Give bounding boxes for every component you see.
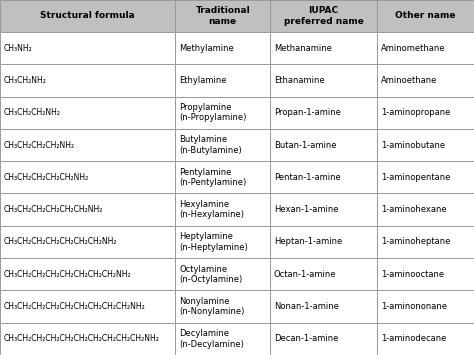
Text: CH₃CH₂CH₂CH₂CH₂CH₂CH₂CH₂NH₂: CH₃CH₂CH₂CH₂CH₂CH₂CH₂CH₂NH₂ (4, 270, 131, 279)
Text: Butan-1-amine: Butan-1-amine (274, 141, 337, 149)
Text: Hexylamine
(n-Hexylamine): Hexylamine (n-Hexylamine) (179, 200, 244, 219)
Text: CH₃CH₂CH₂CH₂CH₂CH₂NH₂: CH₃CH₂CH₂CH₂CH₂CH₂NH₂ (4, 205, 103, 214)
Bar (175, 64, 270, 97)
Text: Heptan-1-amine: Heptan-1-amine (274, 237, 342, 246)
Bar (270, 97, 377, 129)
Text: 1-aminopropane: 1-aminopropane (381, 108, 450, 117)
Bar (377, 0, 474, 32)
Bar (270, 258, 377, 290)
Text: Propan-1-amine: Propan-1-amine (274, 108, 341, 117)
Bar (270, 193, 377, 226)
Bar (377, 193, 474, 226)
Bar (377, 97, 474, 129)
Text: Pentylamine
(n-Pentylamine): Pentylamine (n-Pentylamine) (179, 168, 246, 187)
Text: Butylamine
(n-Butylamine): Butylamine (n-Butylamine) (179, 135, 242, 155)
Bar (175, 0, 270, 32)
Text: Structural formula: Structural formula (40, 11, 135, 21)
Bar (270, 161, 377, 193)
Bar (270, 290, 377, 323)
Text: Pentan-1-amine: Pentan-1-amine (274, 173, 341, 182)
Bar (270, 129, 377, 161)
Bar (377, 323, 474, 355)
Bar (0, 32, 175, 64)
Text: Methanamine: Methanamine (274, 44, 332, 53)
Bar (175, 226, 270, 258)
Bar (175, 290, 270, 323)
Bar (0, 64, 175, 97)
Text: Methylamine: Methylamine (179, 44, 234, 53)
Text: CH₃CH₂CH₂CH₂CH₂CH₂CH₂CH₂CH₂CH₂NH₂: CH₃CH₂CH₂CH₂CH₂CH₂CH₂CH₂CH₂CH₂NH₂ (4, 334, 160, 343)
Text: Traditional
name: Traditional name (195, 6, 250, 26)
Bar (0, 226, 175, 258)
Bar (270, 323, 377, 355)
Text: Hexan-1-amine: Hexan-1-amine (274, 205, 338, 214)
Text: Ethylamine: Ethylamine (179, 76, 227, 85)
Text: Ethanamine: Ethanamine (274, 76, 325, 85)
Text: CH₃CH₂CH₂CH₂CH₂NH₂: CH₃CH₂CH₂CH₂CH₂NH₂ (4, 173, 89, 182)
Bar (377, 290, 474, 323)
Text: Nonylamine
(n-Nonylamine): Nonylamine (n-Nonylamine) (179, 297, 245, 316)
Text: 1-aminohexane: 1-aminohexane (381, 205, 446, 214)
Text: CH₃CH₂CH₂CH₂NH₂: CH₃CH₂CH₂CH₂NH₂ (4, 141, 75, 149)
Text: CH₃CH₂NH₂: CH₃CH₂NH₂ (4, 76, 46, 85)
Text: CH₃CH₂CH₂CH₂CH₂CH₂CH₂NH₂: CH₃CH₂CH₂CH₂CH₂CH₂CH₂NH₂ (4, 237, 117, 246)
Text: IUPAC
preferred name: IUPAC preferred name (283, 6, 364, 26)
Text: Heptylamine
(n-Heptylamine): Heptylamine (n-Heptylamine) (179, 232, 248, 252)
Bar (175, 32, 270, 64)
Bar (175, 323, 270, 355)
Text: Aminoethane: Aminoethane (381, 76, 437, 85)
Text: 1-aminobutane: 1-aminobutane (381, 141, 445, 149)
Bar (0, 323, 175, 355)
Bar (270, 32, 377, 64)
Bar (0, 193, 175, 226)
Bar (377, 129, 474, 161)
Bar (377, 226, 474, 258)
Text: 1-aminoheptane: 1-aminoheptane (381, 237, 450, 246)
Bar (377, 161, 474, 193)
Bar (0, 161, 175, 193)
Text: 1-aminooctane: 1-aminooctane (381, 270, 444, 279)
Text: Propylamine
(n-Propylamine): Propylamine (n-Propylamine) (179, 103, 246, 122)
Bar (0, 129, 175, 161)
Text: Decan-1-amine: Decan-1-amine (274, 334, 338, 343)
Text: 1-aminodecane: 1-aminodecane (381, 334, 446, 343)
Bar (377, 258, 474, 290)
Bar (270, 226, 377, 258)
Text: CH₃CH₂CH₂CH₂CH₂CH₂CH₂CH₂CH₂NH₂: CH₃CH₂CH₂CH₂CH₂CH₂CH₂CH₂CH₂NH₂ (4, 302, 146, 311)
Bar (0, 258, 175, 290)
Bar (175, 97, 270, 129)
Text: CH₃CH₂CH₂NH₂: CH₃CH₂CH₂NH₂ (4, 108, 61, 117)
Text: CH₃NH₂: CH₃NH₂ (4, 44, 33, 53)
Text: Aminomethane: Aminomethane (381, 44, 445, 53)
Text: Octan-1-amine: Octan-1-amine (274, 270, 337, 279)
Bar (270, 0, 377, 32)
Bar (175, 193, 270, 226)
Text: Decylamine
(n-Decylamine): Decylamine (n-Decylamine) (179, 329, 244, 349)
Text: 1-aminopentane: 1-aminopentane (381, 173, 450, 182)
Text: Other name: Other name (395, 11, 456, 21)
Bar (175, 258, 270, 290)
Text: 1-aminononane: 1-aminononane (381, 302, 447, 311)
Bar (0, 0, 175, 32)
Bar (270, 64, 377, 97)
Bar (377, 32, 474, 64)
Text: Nonan-1-amine: Nonan-1-amine (274, 302, 339, 311)
Text: Octylamine
(n-Octylamine): Octylamine (n-Octylamine) (179, 264, 242, 284)
Bar (0, 290, 175, 323)
Bar (175, 161, 270, 193)
Bar (0, 97, 175, 129)
Bar (377, 64, 474, 97)
Bar (175, 129, 270, 161)
